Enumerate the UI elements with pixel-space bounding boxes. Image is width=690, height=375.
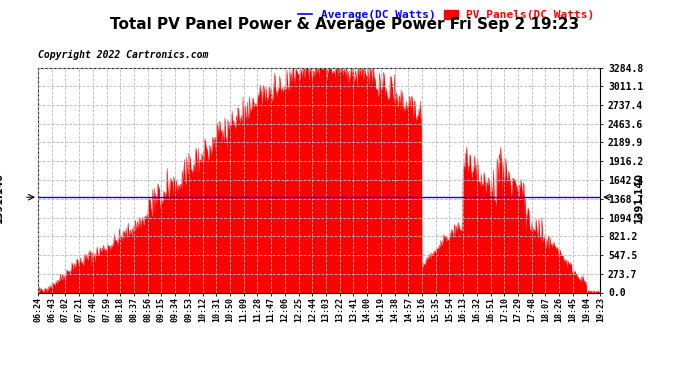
- Text: 1391.140: 1391.140: [0, 172, 4, 223]
- Text: Copyright 2022 Cartronics.com: Copyright 2022 Cartronics.com: [38, 50, 208, 60]
- Text: Total PV Panel Power & Average Power Fri Sep 2 19:23: Total PV Panel Power & Average Power Fri…: [110, 17, 580, 32]
- Legend: Average(DC Watts), PV Panels(DC Watts): Average(DC Watts), PV Panels(DC Watts): [298, 10, 595, 20]
- Text: 1391.140: 1391.140: [634, 172, 644, 223]
